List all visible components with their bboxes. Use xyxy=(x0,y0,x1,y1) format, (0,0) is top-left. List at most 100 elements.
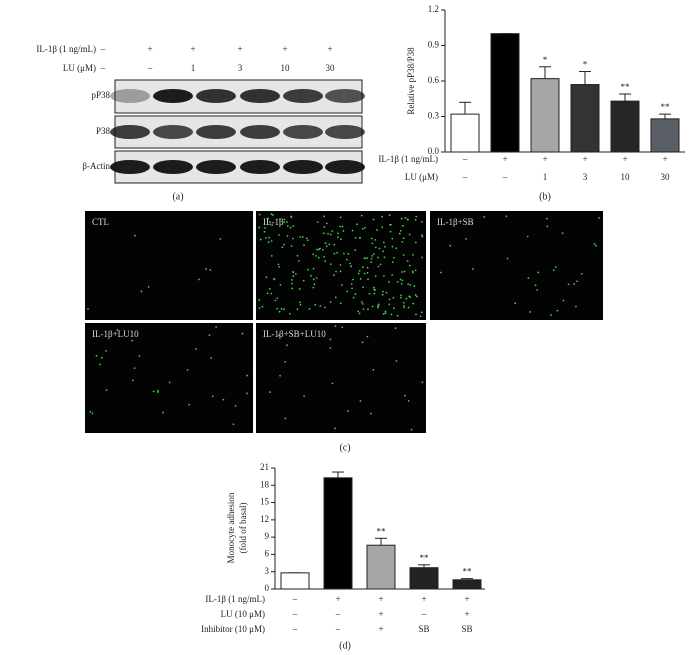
cell-dot xyxy=(413,285,416,287)
cell-dot xyxy=(401,240,404,243)
cell-dot xyxy=(381,290,384,293)
cell-dot xyxy=(324,242,327,245)
cell-dot xyxy=(292,225,295,228)
cell-dot xyxy=(562,299,565,302)
cell-dot xyxy=(299,236,302,238)
cell-dot xyxy=(339,270,342,273)
cell-dot xyxy=(339,302,342,305)
cell-dot xyxy=(268,236,270,239)
y-tick-label: 21 xyxy=(260,462,269,472)
cell-dot xyxy=(388,303,391,306)
cell-dot xyxy=(404,216,407,219)
cell-dot xyxy=(342,230,345,232)
cell-dot xyxy=(205,267,208,270)
cell-dot xyxy=(362,286,365,289)
cell-dot xyxy=(234,405,237,407)
band xyxy=(325,89,365,103)
cell-dot xyxy=(278,265,281,268)
cell-dot xyxy=(291,287,294,290)
cell-dot xyxy=(278,334,280,337)
band xyxy=(240,160,280,174)
y-tick-label: 6 xyxy=(265,548,270,558)
cell-dot xyxy=(100,356,103,359)
condition-value: – xyxy=(100,63,106,73)
cell-dot xyxy=(414,269,417,272)
cell-dot xyxy=(333,274,335,276)
cell-dot xyxy=(359,277,362,280)
cell-dot xyxy=(363,272,366,275)
cell-dot xyxy=(284,417,287,420)
cell-dot xyxy=(323,215,326,218)
cell-dot xyxy=(319,305,322,308)
image-label: IL-1β+SB xyxy=(437,217,474,227)
cell-dot xyxy=(374,238,377,241)
cell-dot xyxy=(279,374,282,377)
cell-dot xyxy=(290,215,292,218)
panel-label: (c) xyxy=(339,442,350,453)
cell-dot xyxy=(241,332,244,335)
y-tick-label: 0.6 xyxy=(428,75,440,85)
cell-dot xyxy=(323,226,326,228)
cell-dot xyxy=(420,311,423,314)
cell-dot xyxy=(381,215,384,218)
condition-value: – xyxy=(462,154,468,164)
cell-dot xyxy=(219,238,222,240)
cell-dot xyxy=(382,250,385,253)
cell-dot xyxy=(131,339,133,342)
cell-dot xyxy=(506,257,509,260)
cell-dot xyxy=(356,223,358,226)
cell-dot xyxy=(403,304,405,307)
cell-dot xyxy=(303,244,305,247)
condition-value: + xyxy=(542,154,547,164)
cell-dot xyxy=(371,254,374,257)
cell-dot xyxy=(335,270,337,273)
cell-dot xyxy=(405,297,408,300)
cell-dot xyxy=(286,225,289,227)
condition-value: – xyxy=(100,44,106,54)
cell-dot xyxy=(381,293,384,296)
cell-dot xyxy=(305,237,308,240)
cell-dot xyxy=(258,307,261,309)
cell-dot xyxy=(389,230,392,233)
condition-value: + xyxy=(622,154,627,164)
bar xyxy=(610,100,640,153)
condition-value: SB xyxy=(461,624,472,634)
cell-dot xyxy=(391,274,394,276)
condition-value: – xyxy=(335,624,341,634)
cell-dot xyxy=(208,334,211,337)
cell-dot xyxy=(554,266,557,268)
condition-value: 3 xyxy=(583,172,588,182)
panel-label: (b) xyxy=(539,191,551,202)
band xyxy=(110,160,150,174)
cell-dot xyxy=(270,213,273,216)
cell-dot xyxy=(89,410,92,413)
y-tick-label: 12 xyxy=(260,514,269,524)
cell-dot xyxy=(274,299,277,302)
cell-dot xyxy=(366,266,369,269)
cell-dot xyxy=(374,275,377,278)
condition-label: Inhibitor (10 μM) xyxy=(201,624,265,634)
blot-frame xyxy=(114,79,363,114)
cell-dot xyxy=(414,294,417,296)
y-tick-label: 15 xyxy=(260,497,270,507)
cell-dot xyxy=(263,230,266,233)
cell-dot xyxy=(534,284,537,287)
cell-dot xyxy=(289,226,292,229)
cell-dot xyxy=(290,279,293,281)
band xyxy=(325,125,365,139)
condition-value: 1 xyxy=(191,63,196,73)
significance: ** xyxy=(621,82,631,92)
cell-dot xyxy=(321,248,324,251)
image-label: CTL xyxy=(92,217,109,227)
cell-dot xyxy=(411,271,414,274)
band xyxy=(240,89,280,103)
cell-dot xyxy=(550,314,552,316)
micrograph xyxy=(85,323,253,433)
y-axis-label: (fold of basal) xyxy=(238,503,248,554)
significance: * xyxy=(583,60,588,70)
cell-dot xyxy=(391,245,394,248)
cell-dot xyxy=(269,391,271,393)
cell-dot xyxy=(345,258,348,261)
cell-dot xyxy=(407,283,410,286)
cell-dot xyxy=(341,225,344,228)
